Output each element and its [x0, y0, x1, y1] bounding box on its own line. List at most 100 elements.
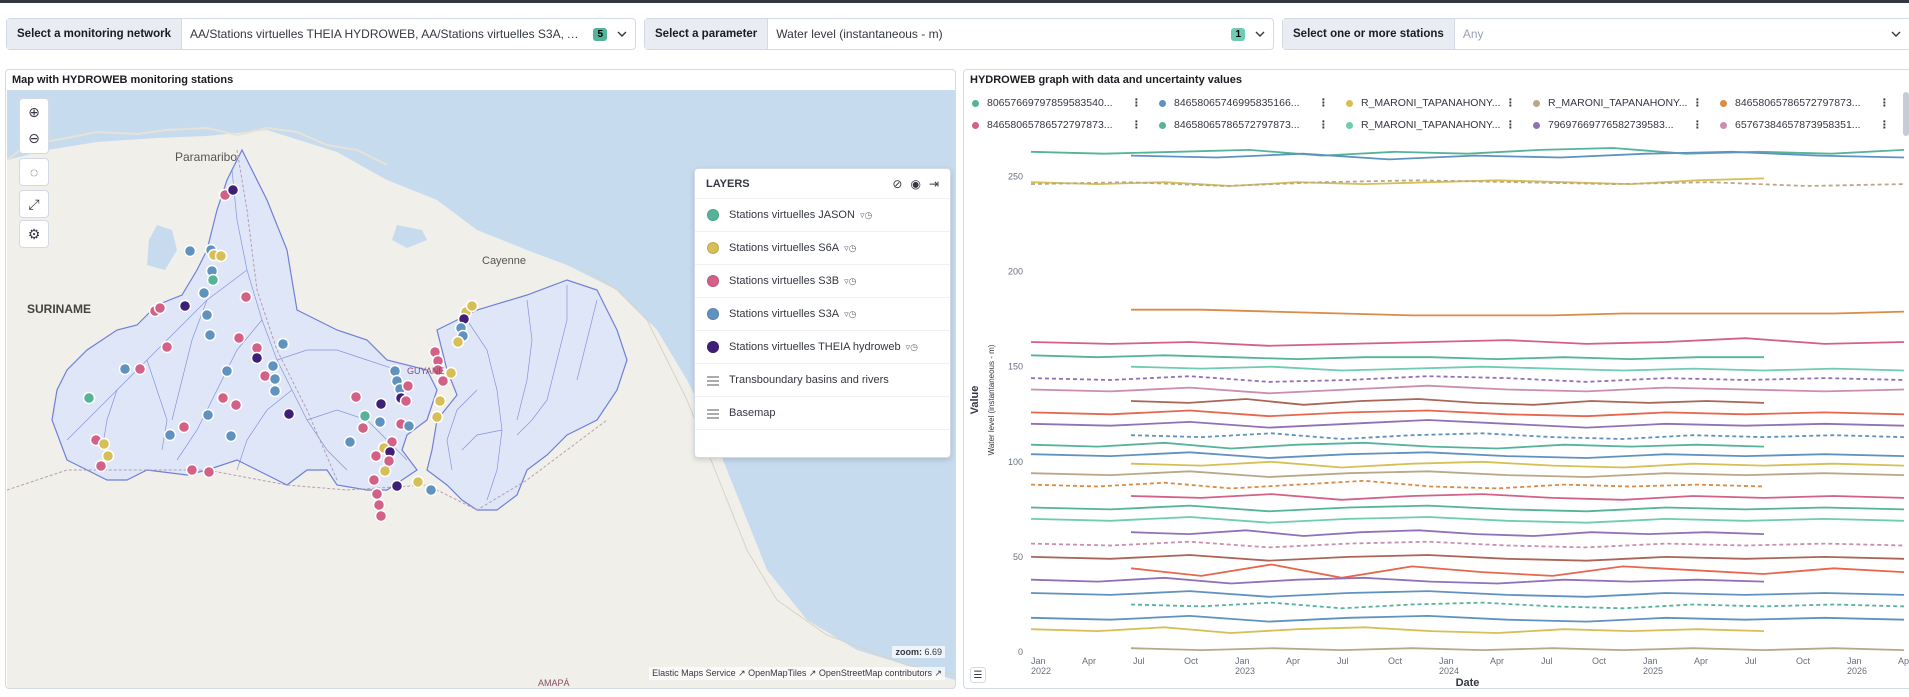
- rivers: [66, 169, 598, 501]
- legend-item[interactable]: R_MARONI_TAPANAHONY... ⋮: [1533, 97, 1720, 109]
- station-marker: [197, 286, 211, 300]
- stations-select[interactable]: Select one or more stations Any: [1282, 18, 1909, 50]
- basin-maroni: [51, 148, 438, 491]
- legend-item[interactable]: 84658065786572797873... ⋮: [1720, 97, 1907, 109]
- legend-label: 84658065786572797873...: [1735, 97, 1861, 109]
- filter-clock-icon: ▿◷: [844, 275, 857, 286]
- stations-placeholder: Any: [1462, 27, 1484, 41]
- x-tick-label: Jan: [1031, 656, 1046, 666]
- layer-item[interactable]: Stations virtuelles THEIA hydroweb ▿◷: [695, 331, 950, 364]
- collapse-panel-icon[interactable]: ⇥: [928, 176, 939, 191]
- y-tick-label: 150: [1008, 362, 1023, 372]
- x-tick-label: Jan: [1847, 656, 1862, 666]
- station-marker: [160, 340, 174, 354]
- attribution-ems[interactable]: Elastic Maps Service: [652, 668, 736, 678]
- station-marker: [276, 337, 290, 351]
- layer-item[interactable]: Stations virtuelles S6A ▿◷: [695, 232, 950, 265]
- legend-scrollbar[interactable]: [1903, 92, 1909, 136]
- more-options-icon[interactable]: ⋮: [1131, 97, 1142, 109]
- more-options-icon[interactable]: ⋮: [1131, 119, 1142, 131]
- legend-item[interactable]: 80657669797859583540... ⋮: [972, 97, 1159, 109]
- zoom-value: 6.69: [924, 647, 942, 657]
- more-options-icon[interactable]: ⋮: [1318, 97, 1329, 109]
- chevron-down-icon[interactable]: [1251, 31, 1269, 38]
- monitoring-network-label: Select a monitoring network: [7, 19, 182, 49]
- more-options-icon[interactable]: ⋮: [1505, 97, 1516, 109]
- more-options-icon[interactable]: ⋮: [1879, 97, 1890, 109]
- legend-item[interactable]: 84658065746995835166... ⋮: [1159, 97, 1346, 109]
- map-label-guyane: GUYANE: [407, 366, 445, 376]
- coast-right: [586, 269, 955, 676]
- more-options-icon[interactable]: ⋮: [1692, 97, 1703, 109]
- more-options-icon[interactable]: ⋮: [1505, 119, 1516, 131]
- legend-toggle-icon[interactable]: ☰: [970, 667, 986, 683]
- y-tick-label: 200: [1008, 267, 1023, 277]
- parameter-count-badge: 1: [1231, 27, 1245, 41]
- monitoring-network-count-badge: 5: [593, 27, 607, 41]
- map-panel-title: Map with HYDROWEB monitoring stations: [12, 74, 234, 86]
- monitoring-network-select[interactable]: Select a monitoring network AA/Stations …: [6, 18, 636, 50]
- series-line: [1030, 337, 1905, 347]
- y-tick-label: 100: [1008, 457, 1023, 467]
- filter-clock-icon: ▿◷: [844, 308, 857, 319]
- zoom-label: zoom:: [895, 647, 922, 657]
- zoom-controls: ⊕ ⊖: [19, 98, 49, 154]
- legend-item[interactable]: R_MARONI_TAPANAHONY... ⋮: [1346, 97, 1533, 109]
- series-line: [1130, 529, 1765, 537]
- more-options-icon[interactable]: ⋮: [1318, 119, 1329, 131]
- more-options-icon[interactable]: ⋮: [1879, 119, 1890, 131]
- parameter-value: Water level (instantaneous - m): [776, 27, 943, 41]
- station-marker: [388, 364, 402, 378]
- station-marker: [118, 362, 132, 376]
- x-tick-label: Oct: [1184, 656, 1199, 666]
- layer-item[interactable]: Transboundary basins and rivers: [695, 364, 950, 397]
- lake: [147, 225, 177, 270]
- legend-item[interactable]: 84658065786572797873... ⋮: [972, 119, 1159, 131]
- eye-closed-icon[interactable]: ⊘: [892, 176, 903, 191]
- layer-color-swatch: [707, 209, 719, 221]
- legend-label: 79697669776582739583...: [1548, 119, 1674, 131]
- station-marker: [177, 420, 191, 434]
- attribution-omt[interactable]: OpenMapTiles: [748, 668, 807, 678]
- zoom-readout: zoom: 6.69: [892, 646, 945, 658]
- map-svg: [7, 126, 955, 688]
- legend-item[interactable]: R_MARONI_TAPANAHONY... ⋮: [1346, 119, 1533, 131]
- layer-item[interactable]: Basemap: [695, 397, 950, 430]
- station-marker: [250, 351, 264, 365]
- parameter-label: Select a parameter: [645, 19, 769, 49]
- layer-item[interactable]: Stations virtuelles JASON ▿◷: [695, 199, 950, 232]
- compass-icon[interactable]: ◌: [29, 164, 39, 180]
- chevron-down-icon[interactable]: [1887, 31, 1905, 38]
- more-options-icon[interactable]: ⋮: [1692, 119, 1703, 131]
- station-marker: [433, 394, 447, 408]
- legend-item[interactable]: 84658065786572797873... ⋮: [1159, 119, 1346, 131]
- legend-item[interactable]: 79697669776582739583... ⋮: [1533, 119, 1720, 131]
- layers-title: LAYERS: [706, 177, 750, 190]
- series-line: [1130, 493, 1905, 501]
- layer-item[interactable]: Stations virtuelles S3B ▿◷: [695, 265, 950, 298]
- station-marker: [373, 415, 387, 429]
- parameter-select[interactable]: Select a parameter Water level (instanta…: [644, 18, 1274, 50]
- top-strip: [0, 0, 1909, 3]
- station-marker: [82, 391, 96, 405]
- legend-item[interactable]: 65767384657873958351... ⋮: [1720, 119, 1907, 131]
- station-marker: [101, 449, 115, 463]
- zoom-out-icon[interactable]: ⊖: [28, 129, 40, 146]
- chart-legend: 80657669797859583540... ⋮ 8465806574699583…: [972, 92, 1907, 136]
- map-canvas[interactable]: Paramaribo SURINAME Cayenne GUYANE AMAPÁ…: [7, 90, 955, 688]
- layer-item[interactable]: Stations virtuelles S3A ▿◷: [695, 298, 950, 331]
- series-line: [1030, 441, 1765, 450]
- series-line: [1030, 554, 1905, 562]
- chevron-down-icon[interactable]: [613, 31, 631, 38]
- station-marker: [390, 479, 404, 493]
- x-tick-year: 2022: [1031, 666, 1051, 676]
- x-tick-label: Apr: [1898, 656, 1909, 666]
- eye-icon[interactable]: ◉: [910, 176, 921, 191]
- wrench-icon[interactable]: ⚙: [27, 225, 41, 242]
- x-tick-year: 2023: [1235, 666, 1255, 676]
- legend-dot: [1346, 99, 1353, 107]
- attribution-osm[interactable]: OpenStreetMap contributors: [818, 668, 932, 678]
- zoom-in-icon[interactable]: ⊕: [28, 103, 40, 120]
- station-marker: [451, 335, 465, 349]
- expand-icon[interactable]: ⤢: [28, 195, 40, 212]
